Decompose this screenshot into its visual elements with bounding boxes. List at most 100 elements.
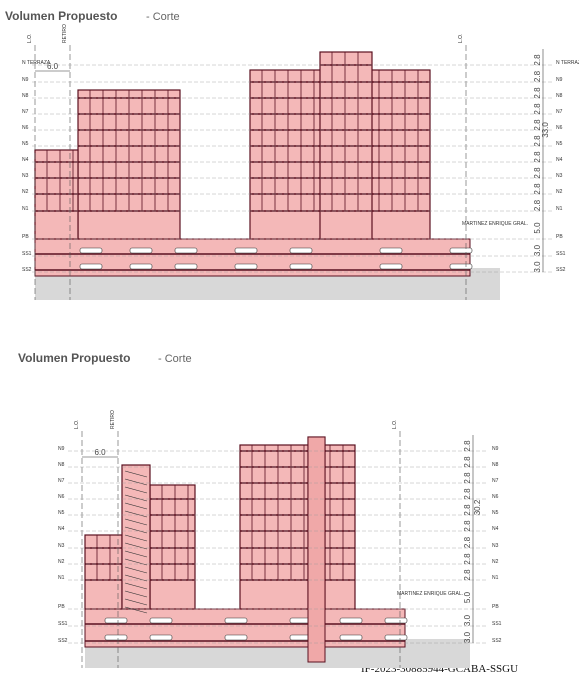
marker-label: L.O.	[74, 420, 80, 429]
height-label: 2.8	[533, 70, 542, 82]
level-label: N3	[58, 543, 65, 549]
level-label: PB	[492, 604, 499, 610]
total-height: 33.0	[541, 122, 550, 138]
height-label: 2.8	[533, 135, 542, 147]
height-label: 2.8	[463, 569, 472, 581]
height-label: 2.8	[533, 54, 542, 66]
marker-label: L.O.	[458, 34, 464, 43]
car	[449, 263, 473, 270]
level-label: N4	[58, 526, 65, 532]
stair	[124, 470, 148, 478]
car	[224, 617, 248, 624]
level-label: N6	[58, 494, 65, 500]
level-label: N6	[556, 125, 563, 131]
level-label: N1	[58, 575, 65, 581]
height-label: 2.8	[463, 440, 472, 452]
level-label: N TERRAZA	[22, 60, 51, 66]
level-label: N9	[22, 77, 29, 83]
level-label: SS2	[556, 267, 566, 273]
height-label: 2.8	[463, 520, 472, 532]
stair	[124, 510, 148, 518]
core	[307, 436, 326, 663]
level-label: N6	[492, 494, 499, 500]
height-label: 2.8	[533, 151, 542, 163]
setback-label: 6.0	[47, 62, 59, 71]
stair	[124, 566, 148, 574]
height-label: 5.0	[533, 222, 542, 234]
level-label: N1	[22, 206, 29, 212]
total-height: 30.2	[473, 499, 482, 515]
stair	[124, 518, 148, 526]
stair	[124, 526, 148, 534]
level-label: N8	[492, 462, 499, 468]
car	[174, 263, 198, 270]
height-label: 3.0	[533, 244, 542, 256]
level-label: N8	[58, 462, 65, 468]
section-subtitle: - Corte	[146, 11, 180, 23]
level-label: N4	[492, 526, 499, 532]
car	[174, 247, 198, 254]
level-label: N5	[492, 510, 499, 516]
level-label: N6	[22, 125, 29, 131]
car	[104, 634, 128, 641]
height-label: 2.8	[463, 472, 472, 484]
level-label: SS1	[492, 621, 502, 627]
section-title: Volumen Propuesto	[5, 9, 117, 23]
car	[79, 247, 103, 254]
level-label: PB	[58, 604, 65, 610]
car	[129, 263, 153, 270]
car	[384, 634, 408, 641]
stair	[124, 534, 148, 542]
section-title: Volumen Propuesto	[18, 351, 130, 365]
level-label: N9	[556, 77, 563, 83]
height-label: 2.8	[533, 87, 542, 99]
stair	[124, 598, 148, 606]
level-label: N5	[556, 141, 563, 147]
level-label: PB	[22, 234, 29, 240]
level-label: N4	[556, 157, 563, 163]
level-label: N2	[58, 559, 65, 565]
height-label: 5.0	[463, 591, 472, 603]
marker-label: L.O.	[27, 34, 33, 43]
level-label: N TERRAZA	[556, 60, 579, 66]
level-label: SS2	[22, 267, 32, 273]
car	[379, 263, 403, 270]
height-label: 2.8	[463, 456, 472, 468]
level-label: SS2	[58, 638, 68, 644]
level-label: SS1	[556, 251, 566, 257]
height-label: 3.0	[463, 614, 472, 626]
level-label: N2	[556, 189, 563, 195]
car	[339, 634, 363, 641]
height-label: 3.0	[463, 631, 472, 643]
level-label: N5	[22, 141, 29, 147]
car	[289, 263, 313, 270]
marker-label: RETIRO	[62, 24, 68, 43]
height-label: 2.8	[533, 183, 542, 195]
car	[234, 263, 258, 270]
stair	[124, 606, 148, 614]
height-label: 3.0	[533, 261, 542, 273]
height-label: 2.8	[463, 553, 472, 565]
height-label: 2.8	[533, 119, 542, 131]
setback-label: 6.0	[94, 448, 106, 457]
height-label: 2.8	[533, 199, 542, 211]
stair	[124, 550, 148, 558]
height-label: 2.8	[463, 504, 472, 516]
level-label: N2	[492, 559, 499, 565]
car	[379, 247, 403, 254]
car	[449, 247, 473, 254]
stair	[124, 502, 148, 510]
stair	[124, 486, 148, 494]
car	[224, 634, 248, 641]
marker-label: L.O.	[392, 420, 398, 429]
car	[384, 617, 408, 624]
level-label: N4	[22, 157, 29, 163]
stair	[124, 478, 148, 486]
level-label: N9	[492, 446, 499, 452]
level-label: N7	[492, 478, 499, 484]
car	[289, 247, 313, 254]
height-label: 2.8	[463, 536, 472, 548]
level-label: N1	[492, 575, 499, 581]
level-label: N2	[22, 189, 29, 195]
level-label: N5	[58, 510, 65, 516]
